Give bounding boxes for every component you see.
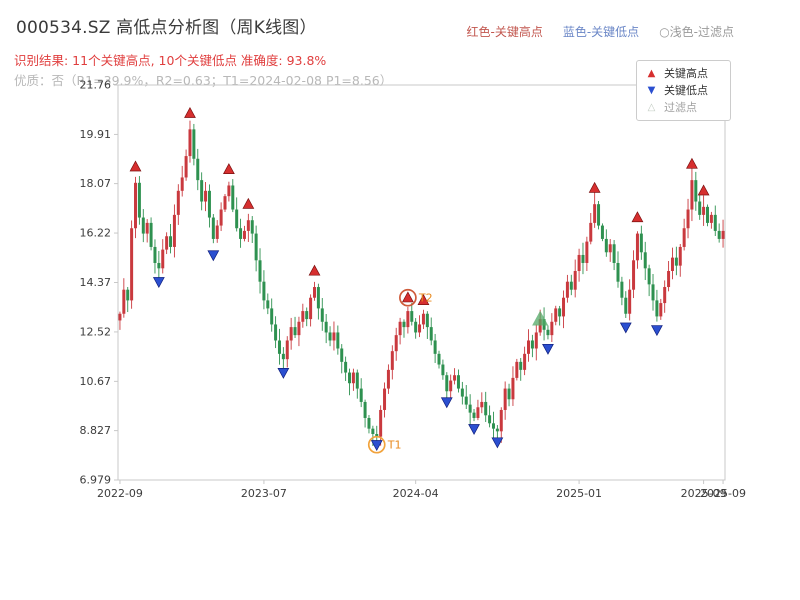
recognition-result-text: 识别结果: 11个关键高点, 10个关键低点 准确度: 93.8%	[14, 53, 327, 68]
legend-key-low-label: 蓝色-关键低点	[562, 25, 640, 39]
svg-text:2025-01: 2025-01	[556, 487, 602, 500]
legend-key-high-label: 红色-关键高点	[466, 25, 543, 39]
svg-text:2024-04: 2024-04	[393, 487, 439, 500]
legend-item-label: 关键低点	[664, 84, 708, 97]
svg-text:T2: T2	[418, 292, 433, 305]
svg-text:12.52: 12.52	[80, 325, 112, 338]
svg-text:16.22: 16.22	[80, 227, 112, 240]
svg-text:2023-07: 2023-07	[241, 487, 287, 500]
svg-text:2022-09: 2022-09	[97, 487, 143, 500]
svg-text:8.827: 8.827	[80, 424, 112, 437]
legend-item-key-low: ▼ 关键低点	[645, 85, 722, 96]
svg-text:2025-09: 2025-09	[700, 487, 746, 500]
key-low-triangle-icon: ▼	[647, 84, 656, 96]
legend-item-label: 关键高点	[664, 67, 708, 80]
svg-text:6.979: 6.979	[80, 474, 112, 487]
legend-item-filter: △ 过滤点	[645, 102, 722, 113]
svg-text:10.67: 10.67	[80, 375, 112, 388]
svg-text:19.91: 19.91	[80, 128, 112, 141]
plot-legend-box: ▲ 关键高点 ▼ 关键低点 △ 过滤点	[636, 60, 731, 121]
filter-triangle-icon: △	[647, 101, 656, 113]
legend-item-key-high: ▲ 关键高点	[645, 68, 722, 79]
filtered-markers	[532, 310, 549, 326]
svg-text:T1: T1	[387, 439, 402, 452]
quality-text: 优质：否（R1=39.9%，R2=0.63；T1=2024-02-08 P1=8…	[14, 73, 393, 88]
svg-text:14.37: 14.37	[80, 276, 112, 289]
key-high-markers	[129, 106, 710, 305]
page-title: 000534.SZ 高低点分析图（周K线图）	[16, 18, 317, 38]
key-high-triangle-icon: ▲	[647, 67, 656, 79]
svg-text:21.76: 21.76	[80, 79, 112, 92]
legend-filter-label: ○浅色-过滤点	[659, 25, 734, 39]
svg-text:2025-09: 2025-09	[681, 487, 727, 500]
axes: 6.979 8.827 10.67 12.52 14.37 16.22 18.07 19.91…	[80, 79, 747, 501]
annotations: T2 T1	[367, 288, 433, 454]
candles	[118, 120, 725, 447]
top-legend: 红色-关键高点 蓝色-关键低点 ○浅色-过滤点	[467, 23, 735, 40]
key-low-markers	[152, 250, 663, 452]
svg-text:18.07: 18.07	[80, 177, 112, 190]
legend-item-label: 过滤点	[664, 101, 697, 114]
